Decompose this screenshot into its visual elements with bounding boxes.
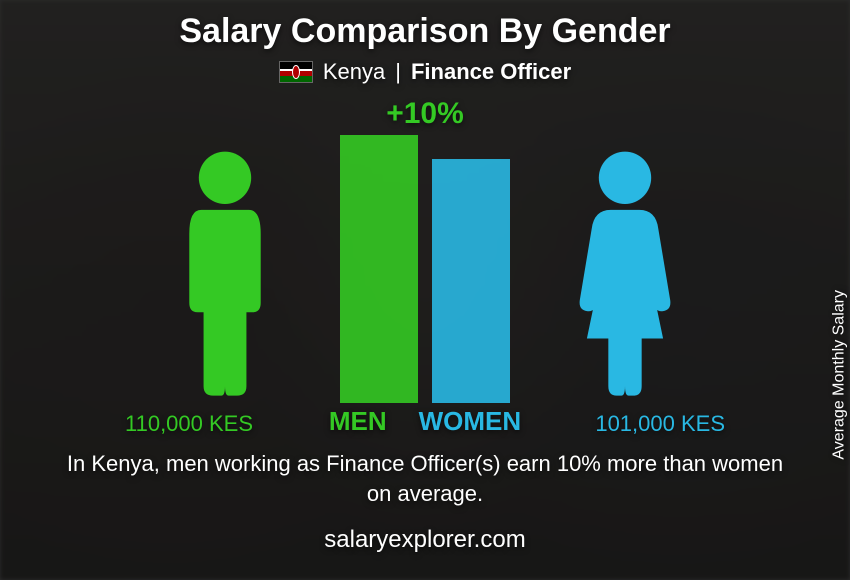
- category-men: MEN: [329, 406, 387, 437]
- bar-women: [432, 159, 510, 403]
- value-women: 101,000 KES: [595, 411, 725, 437]
- separator: |: [395, 59, 401, 85]
- source-label: salaryexplorer.com: [324, 526, 525, 554]
- man-icon: [165, 148, 285, 403]
- woman-icon: [565, 148, 685, 403]
- page-title: Salary Comparison By Gender: [179, 12, 670, 51]
- chart-area: +10% 110,000 KES MEN WOMEN 101,000 KES: [105, 103, 745, 443]
- difference-label: +10%: [386, 97, 464, 131]
- category-women: WOMEN: [419, 406, 522, 437]
- value-men: 110,000 KES: [125, 411, 253, 437]
- job-title: Finance Officer: [411, 59, 571, 85]
- kenya-flag-icon: [279, 61, 313, 83]
- subtitle-row: Kenya | Finance Officer: [279, 59, 571, 85]
- bar-group: [340, 135, 510, 403]
- summary-text: In Kenya, men working as Finance Officer…: [55, 449, 795, 508]
- content-container: Salary Comparison By Gender Kenya | Fina…: [0, 0, 850, 580]
- bar-men: [340, 135, 418, 403]
- y-axis-label: Average Monthly Salary: [831, 290, 849, 460]
- country-label: Kenya: [323, 59, 385, 85]
- category-labels: MEN WOMEN: [329, 406, 521, 437]
